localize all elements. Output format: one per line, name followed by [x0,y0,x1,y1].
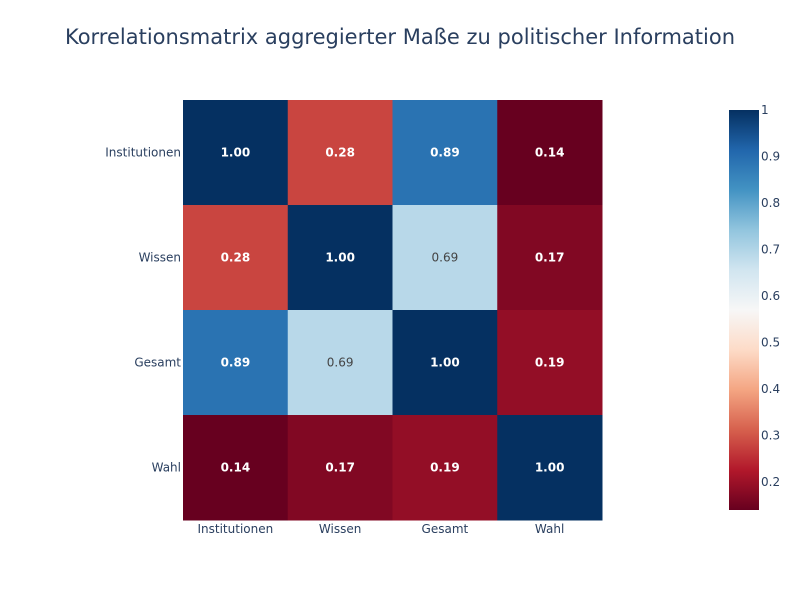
chart-title: Korrelationsmatrix aggregierter Maße zu … [65,25,735,49]
heatmap-cell-label: 1.00 [535,461,565,475]
x-tick-label: Gesamt [422,522,469,536]
heatmap-cell-labels: 1.00 0.28 0.89 0.14 0.28 1.00 0.69 0.17 0.89 0.69… [221,146,565,475]
heatmap-cell-label: 1.00 [325,251,355,265]
heatmap-cell [287,100,393,206]
heatmap-cell-label: 0.89 [221,356,251,370]
heatmap-cell-label: 0.69 [327,356,354,370]
heatmap-cell-label: 0.14 [535,146,565,160]
colorbar-tick-label: 0.3 [761,429,780,443]
heatmap-cell [287,205,393,311]
y-tick-label: Wissen [139,251,181,265]
heatmap-cell [287,415,393,521]
heatmap-cell [183,310,289,416]
heatmap-cell-label: 0.89 [430,146,460,160]
colorbar-tick-label: 0.9 [761,150,780,164]
colorbar-tick-label: 0.5 [761,336,780,350]
colorbar-tick-label: 0.8 [761,196,780,210]
y-tick-label: Gesamt [134,356,181,370]
y-tick-label: Institutionen [105,146,181,160]
heatmap-cell-label: 0.19 [535,356,565,370]
heatmap-cell [497,205,603,311]
colorbar-tick-label: 0.2 [761,475,780,489]
y-axis-tick-labels: Institutionen Wissen Gesamt Wahl [105,146,181,475]
colorbar-tick-labels: 1 0.9 0.8 0.7 0.6 0.5 0.4 0.3 0.2 [761,103,780,489]
heatmap-cell [497,415,603,521]
x-axis-tick-labels: Institutionen Wissen Gesamt Wahl [198,522,565,536]
heatmap-cell-label: 0.19 [430,461,460,475]
heatmap-cell [392,100,498,206]
colorbar-tick-label: 0.4 [761,382,780,396]
heatmap-cell [497,100,603,206]
x-tick-label: Wahl [535,522,564,536]
heatmap-cells [183,100,603,521]
heatmap-cell-label: 0.28 [325,146,355,160]
heatmap-cell [392,415,498,521]
heatmap-cell-label: 0.17 [325,461,355,475]
heatmap-cell-label: 1.00 [430,356,460,370]
heatmap-cell-label: 0.17 [535,251,565,265]
heatmap-cell [392,205,498,311]
y-tick-label: Wahl [152,461,181,475]
x-tick-label: Wissen [319,522,361,536]
heatmap-cell [183,205,289,311]
heatmap-cell-label: 1.00 [221,146,251,160]
colorbar-tick-label: 0.6 [761,289,780,303]
colorbar [729,110,759,510]
heatmap-cell [497,310,603,416]
x-tick-label: Institutionen [198,522,274,536]
colorbar-tick-label: 0.7 [761,243,780,257]
heatmap-cell-label: 0.14 [221,461,251,475]
heatmap-cell-label: 0.69 [432,251,459,265]
heatmap-cell [183,415,289,521]
heatmap-cell-label: 0.28 [221,251,251,265]
colorbar-tick-label: 1 [761,103,769,117]
heatmap-cell [287,310,393,416]
heatmap-cell [183,100,289,206]
heatmap-cell [392,310,498,416]
